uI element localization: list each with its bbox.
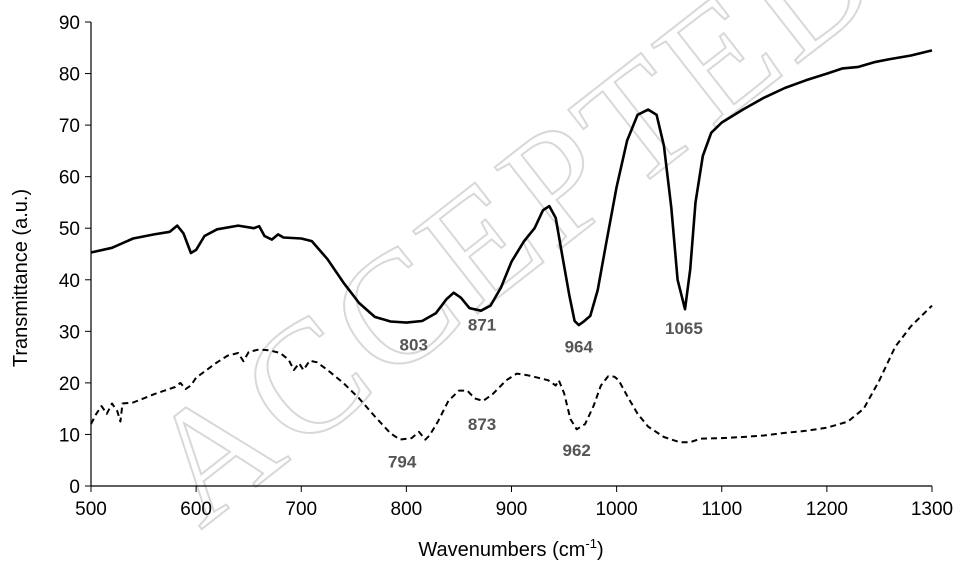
x-axis-title-superscript: -1 xyxy=(585,536,597,551)
x-axis-title-main: Wavenumbers (cm xyxy=(418,539,585,561)
x-tick-label: 1100 xyxy=(701,499,742,520)
y-tick-label: 70 xyxy=(59,116,80,137)
x-tick-label: 1200 xyxy=(806,499,848,520)
peak-label: 794 xyxy=(388,452,417,471)
y-tick-label: 80 xyxy=(59,65,80,86)
y-tick-label: 30 xyxy=(59,322,80,343)
x-axis-title: Wavenumbers (cm-1) xyxy=(418,536,603,561)
x-tick-label: 900 xyxy=(496,499,528,520)
peak-label: 873 xyxy=(468,415,496,434)
y-tick-label: 40 xyxy=(59,271,80,292)
y-axis-title: Transmittance (a.u.) xyxy=(10,189,32,367)
x-tick-label: 600 xyxy=(180,499,212,520)
peak-label: 803 xyxy=(400,335,428,354)
y-tick-label: 50 xyxy=(59,219,80,240)
x-tick-label: 500 xyxy=(75,499,107,520)
x-axis-title-close: ) xyxy=(597,539,604,561)
x-tick-label: 1000 xyxy=(595,499,637,520)
x-tick-label: 700 xyxy=(285,499,317,520)
y-tick-label: 60 xyxy=(59,168,80,189)
peak-label: 962 xyxy=(562,441,590,460)
watermark-text: ACCEPTED xyxy=(112,0,911,558)
peak-label: 1065 xyxy=(665,319,703,338)
x-tick-label: 1300 xyxy=(911,499,953,520)
y-tick-label: 0 xyxy=(69,477,80,498)
y-tick-label: 20 xyxy=(59,374,80,395)
peak-label: 871 xyxy=(468,315,496,334)
y-tick-label: 10 xyxy=(59,425,80,446)
y-tick-label: 90 xyxy=(59,13,80,34)
x-tick-label: 800 xyxy=(391,499,423,520)
peak-label: 964 xyxy=(565,337,594,356)
